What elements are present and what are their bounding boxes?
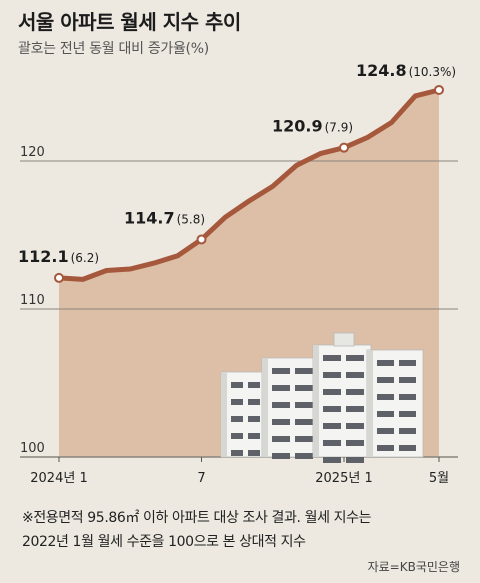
data-label-124.8: 124.8 (10.3%) bbox=[356, 61, 456, 80]
footnote: ※전용면적 95.86㎡ 이하 아파트 대상 조사 결과. 월세 지수는 202… bbox=[22, 506, 468, 554]
data-label-120.9: 120.9 (7.9) bbox=[272, 117, 353, 136]
building-left bbox=[220, 371, 268, 458]
building-right-wall bbox=[366, 349, 424, 458]
building-middle-window bbox=[272, 385, 290, 391]
building-middle-window bbox=[295, 419, 313, 425]
data-point-114.7 bbox=[196, 234, 207, 245]
building-right-window bbox=[399, 428, 416, 434]
building-left-window bbox=[231, 450, 243, 456]
building-right-window bbox=[377, 411, 394, 417]
building-left-window bbox=[248, 382, 260, 388]
building-right-window bbox=[377, 394, 394, 400]
building-tall-window bbox=[323, 423, 341, 429]
data-point-112.1 bbox=[54, 272, 64, 283]
building-tall-side bbox=[313, 345, 319, 457]
footnote-line-2: 2022년 1월 월세 수준을 100으로 본 상대적 지수 bbox=[22, 534, 306, 550]
building-left-window bbox=[248, 433, 260, 439]
series-line bbox=[56, 87, 442, 282]
x-tick-label: 2025년 1 bbox=[315, 471, 372, 486]
building-tall-window bbox=[346, 440, 364, 446]
building-left-window bbox=[231, 382, 243, 388]
source-credit: 자료=KB국민은행 bbox=[367, 560, 460, 574]
building-right-window bbox=[377, 445, 394, 451]
building-left-window bbox=[248, 450, 260, 456]
building-roof-box bbox=[333, 332, 355, 347]
building-tall-window bbox=[346, 389, 364, 395]
building-middle-window bbox=[272, 402, 290, 408]
y-tick-label-120: 120 bbox=[20, 145, 45, 160]
y-tick-label-110: 110 bbox=[20, 293, 45, 308]
y-tick-label-100: 100 bbox=[20, 441, 45, 456]
building-left-window bbox=[248, 399, 260, 405]
apartment-buildings-illustration bbox=[220, 332, 424, 463]
building-middle-window bbox=[272, 368, 290, 374]
data-point-124.8 bbox=[434, 84, 444, 95]
building-middle-window bbox=[272, 436, 290, 442]
building-tall-window bbox=[346, 423, 364, 429]
building-tall-window bbox=[346, 355, 364, 361]
footnote-line-1: ※전용면적 95.86㎡ 이하 아파트 대상 조사 결과. 월세 지수는 bbox=[22, 510, 372, 526]
building-tall-window bbox=[323, 355, 341, 361]
x-tick-label: 2024년 1 bbox=[30, 471, 87, 486]
building-tall bbox=[312, 344, 372, 463]
building-left-window bbox=[231, 433, 243, 439]
building-left-window bbox=[231, 399, 243, 405]
building-middle-window bbox=[295, 436, 313, 442]
building-middle-window bbox=[295, 368, 313, 374]
building-middle bbox=[261, 357, 321, 459]
building-middle-side bbox=[262, 358, 268, 457]
building-middle-window bbox=[272, 419, 290, 425]
chart-subtitle: 괄호는 전년 동월 대비 증가율(%) bbox=[18, 41, 209, 57]
building-right-window bbox=[399, 411, 416, 417]
building-right-window bbox=[377, 428, 394, 434]
building-tall-window bbox=[323, 457, 341, 463]
building-left-side bbox=[221, 372, 227, 457]
building-tall-window bbox=[323, 406, 341, 412]
building-left-wall bbox=[220, 371, 268, 458]
building-middle-window bbox=[295, 402, 313, 408]
building-middle-window bbox=[295, 385, 313, 391]
building-middle-window bbox=[295, 453, 313, 459]
area-chart: 100 110 120 112.1 (6.2) 114.7 (5.8) 120.9 (7.9) 1… bbox=[18, 61, 458, 486]
data-label-114.7: 114.7 (5.8) bbox=[124, 208, 205, 227]
building-right-window bbox=[399, 360, 416, 366]
building-tall-window bbox=[346, 457, 364, 463]
building-right-window bbox=[377, 377, 394, 383]
building-right bbox=[366, 349, 424, 458]
building-right-window bbox=[377, 360, 394, 366]
data-label-112.1: 112.1 (6.2) bbox=[18, 247, 99, 266]
building-right-window bbox=[399, 445, 416, 451]
x-tick-label: 5월 bbox=[429, 471, 449, 486]
building-tall-window bbox=[346, 372, 364, 378]
building-tall-window bbox=[346, 406, 364, 412]
building-tall-window bbox=[323, 440, 341, 446]
building-right-side bbox=[367, 350, 373, 457]
building-left-window bbox=[231, 416, 243, 422]
building-left-window bbox=[248, 416, 260, 422]
building-right-window bbox=[399, 377, 416, 383]
building-middle-window bbox=[272, 453, 290, 459]
x-tick-label: 7 bbox=[197, 471, 205, 486]
building-tall-window bbox=[323, 372, 341, 378]
data-point-120.9 bbox=[339, 142, 349, 153]
building-right-window bbox=[399, 394, 416, 400]
chart-title: 서울 아파트 월세 지수 추이 bbox=[18, 10, 241, 34]
building-tall-window bbox=[323, 389, 341, 395]
